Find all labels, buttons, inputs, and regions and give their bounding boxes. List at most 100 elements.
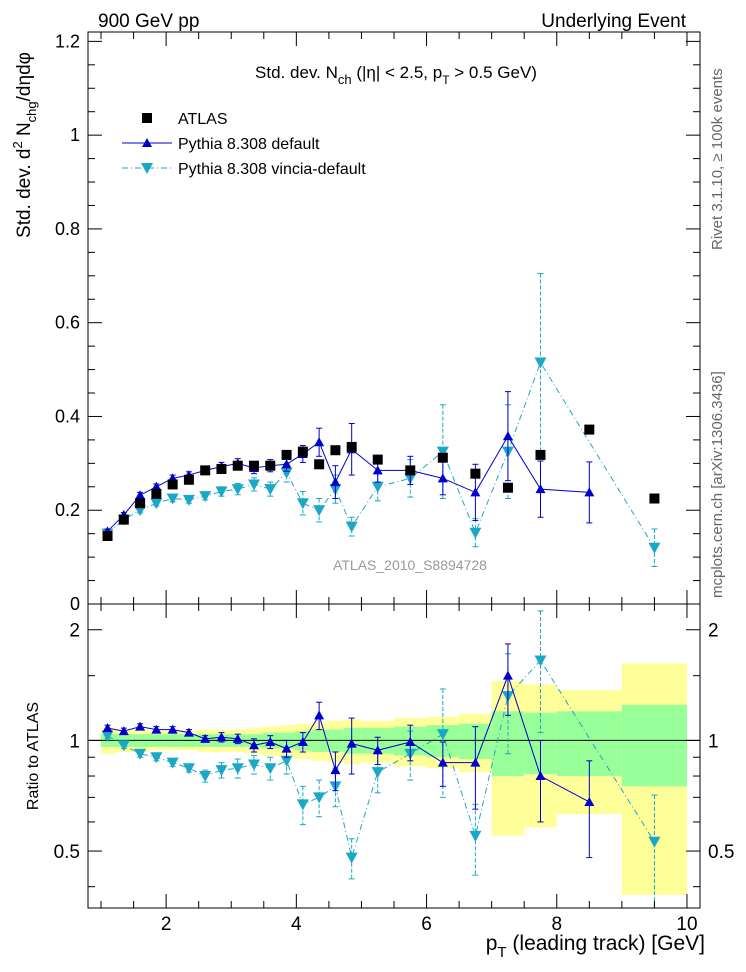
data-point bbox=[296, 799, 309, 811]
data-point bbox=[231, 484, 244, 496]
data-point bbox=[264, 763, 277, 775]
data-point bbox=[281, 459, 292, 469]
ratio-y-tick-label: 0.5 bbox=[54, 842, 80, 863]
data-point bbox=[232, 460, 243, 471]
data-point bbox=[345, 521, 358, 533]
data-point bbox=[345, 852, 358, 864]
data-point bbox=[470, 468, 481, 479]
y-tick-label: 0.6 bbox=[55, 313, 80, 333]
data-point bbox=[502, 482, 513, 493]
data-point bbox=[151, 724, 162, 734]
data-point bbox=[436, 446, 449, 458]
data-point bbox=[264, 484, 277, 496]
data-point bbox=[117, 740, 130, 752]
data-point bbox=[166, 493, 179, 505]
data-point bbox=[649, 493, 660, 504]
x-axis-label: pT (leading track) [GeV] bbox=[486, 932, 705, 961]
data-point bbox=[200, 733, 211, 743]
data-point bbox=[102, 531, 113, 542]
ratio-uncertainty-bands bbox=[101, 663, 687, 895]
data-point bbox=[151, 481, 162, 491]
data-point bbox=[281, 449, 292, 460]
data-point bbox=[584, 424, 595, 435]
data-point bbox=[249, 460, 260, 471]
data-point bbox=[135, 498, 146, 509]
data-point bbox=[151, 488, 162, 499]
stat-uncertainty-band bbox=[621, 704, 687, 787]
data-point bbox=[102, 723, 113, 733]
data-point bbox=[280, 755, 293, 767]
data-point bbox=[118, 726, 129, 736]
data-point bbox=[135, 721, 146, 731]
data-point bbox=[535, 449, 546, 460]
mcplots-label: mcplots.cern.ch [arXiv:1306.3436] bbox=[709, 371, 726, 598]
data-point bbox=[534, 357, 547, 369]
x-tick-label: 10 bbox=[676, 914, 697, 935]
data-point bbox=[330, 445, 341, 456]
ratio-y-tick-label: 2 bbox=[69, 621, 80, 642]
data-point bbox=[166, 757, 179, 769]
data-point bbox=[469, 527, 482, 539]
watermark: ATLAS_2010_S8894728 bbox=[333, 557, 487, 573]
data-point bbox=[584, 796, 595, 806]
data-point bbox=[265, 737, 276, 747]
data-point bbox=[150, 752, 163, 764]
data-point bbox=[265, 460, 276, 471]
y-tick-label: 0.8 bbox=[55, 219, 80, 239]
data-point bbox=[648, 836, 661, 848]
ratio-y-tick-label-right: 1 bbox=[708, 731, 719, 752]
ratio-y-tick-label-right: 0.5 bbox=[708, 842, 734, 863]
data-point bbox=[215, 765, 228, 777]
data-point bbox=[183, 727, 194, 737]
data-point bbox=[648, 542, 661, 554]
y-tick-label: 0.2 bbox=[55, 500, 80, 520]
data-point bbox=[167, 724, 178, 734]
header-left: 900 GeV pp bbox=[98, 11, 199, 32]
ratio-series bbox=[101, 610, 661, 909]
data-point bbox=[297, 446, 308, 457]
data-point bbox=[330, 765, 341, 775]
data-point bbox=[199, 771, 212, 783]
data-point bbox=[200, 465, 211, 476]
ratio-y-axis-label: Ratio to ATLAS bbox=[25, 702, 42, 810]
data-point bbox=[134, 748, 147, 760]
data-point bbox=[371, 767, 384, 779]
data-point bbox=[584, 487, 595, 497]
main-panel: 0 0.2 0.4 0.6 0.8 1 1.2 Std. dev. Nch (|η| < 2… bbox=[10, 31, 701, 614]
data-point bbox=[248, 479, 261, 491]
legend-label: Pythia 8.308 default bbox=[178, 136, 320, 153]
data-point bbox=[182, 494, 195, 506]
data-point bbox=[372, 465, 383, 475]
data-point bbox=[281, 743, 292, 753]
data-point bbox=[469, 830, 482, 842]
data-point bbox=[216, 732, 227, 742]
data-point bbox=[135, 490, 146, 500]
data-point bbox=[534, 655, 547, 667]
data-point bbox=[167, 479, 178, 490]
y-tick-label: 1.2 bbox=[55, 31, 80, 51]
data-point bbox=[215, 486, 228, 498]
data-point bbox=[101, 730, 114, 742]
data-point bbox=[535, 771, 546, 781]
data-point bbox=[314, 710, 325, 720]
data-point bbox=[535, 484, 546, 494]
data-point bbox=[470, 487, 481, 497]
data-point bbox=[470, 757, 481, 767]
data-point bbox=[437, 757, 448, 767]
data-point bbox=[313, 792, 326, 804]
data-point bbox=[182, 763, 195, 775]
header-right: Underlying Event bbox=[541, 11, 686, 32]
data-point bbox=[437, 452, 448, 463]
data-point bbox=[502, 431, 513, 441]
legend-label: ATLAS bbox=[178, 111, 228, 128]
data-point bbox=[232, 733, 243, 743]
y-tick-label: 0 bbox=[70, 594, 80, 614]
y-tick-label: 1 bbox=[70, 125, 80, 145]
data-point bbox=[436, 729, 449, 741]
data-point bbox=[372, 454, 383, 465]
legend-marker bbox=[142, 138, 152, 147]
legend: ATLAS Pythia 8.308 default Pythia 8.308 vi… bbox=[122, 111, 366, 178]
data-point bbox=[330, 477, 341, 487]
data-point bbox=[502, 670, 513, 680]
